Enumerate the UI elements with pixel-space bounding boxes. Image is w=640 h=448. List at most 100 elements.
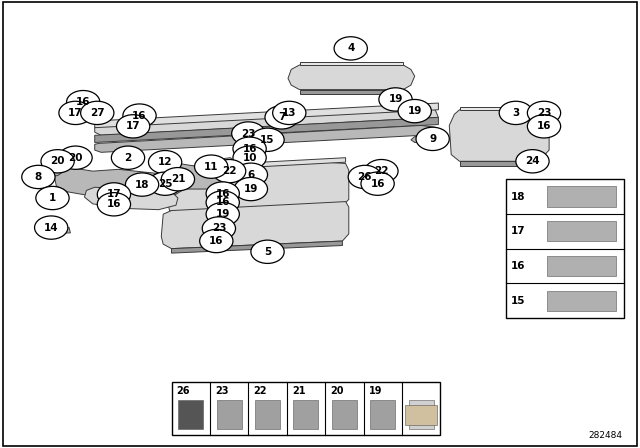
- Circle shape: [348, 165, 381, 189]
- FancyBboxPatch shape: [172, 382, 440, 435]
- Circle shape: [379, 88, 412, 111]
- Text: 7: 7: [278, 112, 285, 122]
- Circle shape: [22, 165, 55, 189]
- Circle shape: [206, 202, 239, 226]
- Polygon shape: [405, 405, 437, 425]
- Circle shape: [232, 122, 265, 145]
- Text: 23: 23: [212, 224, 226, 233]
- Circle shape: [59, 101, 92, 125]
- FancyBboxPatch shape: [3, 2, 637, 446]
- Text: 26: 26: [358, 172, 372, 182]
- Text: 16: 16: [216, 189, 230, 198]
- Circle shape: [125, 173, 159, 196]
- Text: 27: 27: [90, 108, 104, 118]
- Text: 282484: 282484: [588, 431, 622, 440]
- Polygon shape: [460, 161, 534, 166]
- Polygon shape: [42, 228, 70, 233]
- Text: 16: 16: [132, 111, 147, 121]
- Circle shape: [36, 186, 69, 210]
- Text: 16: 16: [209, 236, 223, 246]
- Text: 14: 14: [44, 223, 58, 233]
- Text: 16: 16: [216, 198, 230, 207]
- Text: 20: 20: [51, 156, 65, 166]
- Circle shape: [361, 172, 394, 195]
- Text: 23: 23: [241, 129, 255, 138]
- Polygon shape: [159, 161, 230, 189]
- Polygon shape: [300, 90, 403, 94]
- FancyBboxPatch shape: [547, 256, 616, 276]
- Text: 5: 5: [264, 247, 271, 257]
- Polygon shape: [54, 167, 184, 198]
- Text: 19: 19: [216, 209, 230, 219]
- Circle shape: [81, 101, 114, 125]
- Text: 24: 24: [525, 156, 540, 166]
- Text: 20: 20: [330, 386, 344, 396]
- Text: 19: 19: [244, 184, 258, 194]
- FancyBboxPatch shape: [506, 179, 624, 318]
- Polygon shape: [84, 187, 178, 210]
- Circle shape: [202, 217, 236, 240]
- Circle shape: [200, 229, 233, 253]
- Text: 4: 4: [347, 43, 355, 53]
- Polygon shape: [300, 62, 403, 65]
- Circle shape: [161, 168, 195, 191]
- Text: 2: 2: [124, 153, 132, 163]
- Text: 6: 6: [247, 170, 255, 180]
- Text: 19: 19: [388, 95, 403, 104]
- Circle shape: [334, 37, 367, 60]
- Text: 3: 3: [512, 108, 520, 118]
- Text: 17: 17: [107, 190, 121, 199]
- Polygon shape: [460, 107, 538, 110]
- Text: 22: 22: [374, 166, 388, 176]
- Polygon shape: [95, 117, 438, 142]
- Circle shape: [499, 101, 532, 125]
- Circle shape: [365, 159, 398, 183]
- FancyBboxPatch shape: [178, 400, 204, 429]
- Text: 23: 23: [215, 386, 228, 396]
- Text: 16: 16: [537, 121, 551, 131]
- FancyBboxPatch shape: [293, 400, 319, 429]
- Text: 25: 25: [158, 179, 172, 189]
- Circle shape: [116, 115, 150, 138]
- Circle shape: [195, 155, 228, 178]
- Text: 19: 19: [369, 386, 382, 396]
- Text: 12: 12: [158, 157, 172, 167]
- Circle shape: [527, 101, 561, 125]
- Polygon shape: [35, 166, 64, 177]
- Text: 16: 16: [371, 179, 385, 189]
- FancyBboxPatch shape: [332, 400, 357, 429]
- Polygon shape: [172, 241, 342, 253]
- Circle shape: [398, 99, 431, 123]
- Circle shape: [59, 146, 92, 169]
- Polygon shape: [95, 108, 438, 135]
- Text: 9: 9: [429, 134, 436, 144]
- FancyBboxPatch shape: [547, 221, 616, 241]
- Text: 21: 21: [171, 174, 185, 184]
- Text: 23: 23: [537, 108, 551, 118]
- Circle shape: [67, 90, 100, 114]
- Polygon shape: [178, 158, 346, 171]
- Circle shape: [251, 240, 284, 263]
- FancyBboxPatch shape: [547, 186, 616, 207]
- Text: 22: 22: [222, 166, 236, 176]
- Text: 18: 18: [135, 180, 149, 190]
- Polygon shape: [411, 134, 432, 142]
- Circle shape: [206, 182, 239, 205]
- Circle shape: [416, 127, 449, 151]
- Text: 18: 18: [511, 192, 525, 202]
- Circle shape: [111, 146, 145, 169]
- Polygon shape: [168, 162, 349, 215]
- Polygon shape: [95, 125, 438, 152]
- Text: 15: 15: [511, 296, 525, 306]
- Text: 16: 16: [76, 97, 90, 107]
- Text: 19: 19: [408, 106, 422, 116]
- Circle shape: [516, 150, 549, 173]
- FancyBboxPatch shape: [547, 291, 616, 311]
- Polygon shape: [161, 202, 349, 249]
- Text: 22: 22: [253, 386, 267, 396]
- Circle shape: [41, 150, 74, 173]
- Circle shape: [251, 128, 284, 151]
- Circle shape: [97, 193, 131, 216]
- Polygon shape: [200, 158, 236, 176]
- Polygon shape: [178, 206, 342, 220]
